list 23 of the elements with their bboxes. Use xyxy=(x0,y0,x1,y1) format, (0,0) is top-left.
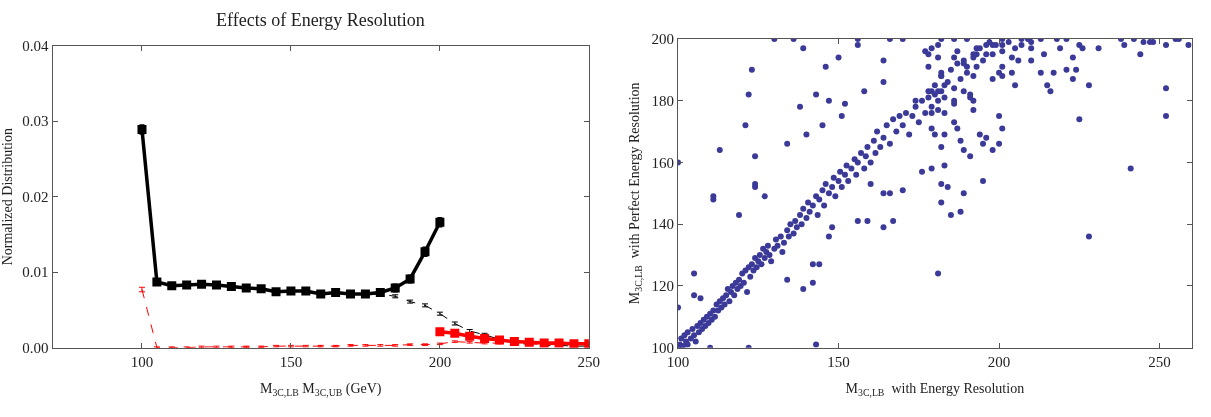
y-tick-label: 200 xyxy=(651,31,674,48)
y-tick-label: 0.04 xyxy=(22,37,50,54)
y-tick-label: 140 xyxy=(651,216,674,233)
x-tick-label: 200 xyxy=(987,353,1011,370)
y-tick-label: 120 xyxy=(651,278,674,295)
chart-title: Effects of Energy Resolution xyxy=(216,10,425,30)
y-tick-label: 0.00 xyxy=(22,339,49,356)
x-tick-label: 250 xyxy=(1148,353,1171,370)
y-tick-label: 100 xyxy=(651,339,674,356)
y-tick-label: 160 xyxy=(651,154,674,171)
x-axis-title: M$_{3C,LB}$ with Energy Resolution xyxy=(845,381,1025,398)
x-tick-label: 200 xyxy=(428,353,452,370)
x-tick-label: 100 xyxy=(666,353,690,370)
y-tick-label: 0.01 xyxy=(22,264,49,281)
y-tick-label: 0.02 xyxy=(22,188,49,205)
x-tick-label: 100 xyxy=(130,353,154,370)
x-axis-title: M$_{3C,LB}$ M$_{3C,UB}$ (GeV) xyxy=(259,381,382,398)
x-tick-label: 150 xyxy=(279,353,303,370)
x-tick-label: 150 xyxy=(827,353,850,370)
y-tick-label: 180 xyxy=(651,92,674,109)
x-tick-label: 250 xyxy=(577,353,601,370)
y-tick-label: 0.03 xyxy=(22,113,49,130)
y-axis-title: Normalized Distribution xyxy=(0,128,15,266)
